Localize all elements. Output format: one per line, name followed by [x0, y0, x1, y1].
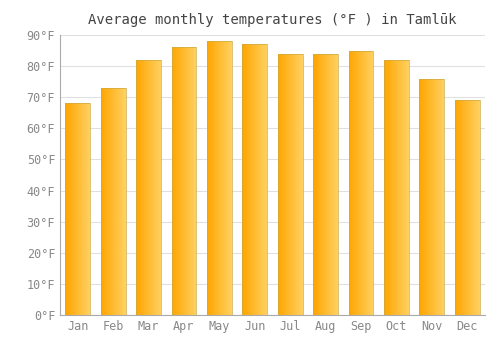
- Bar: [384, 60, 409, 315]
- Bar: [100, 88, 126, 315]
- Bar: [207, 41, 232, 315]
- Bar: [136, 60, 161, 315]
- Bar: [66, 104, 90, 315]
- Bar: [242, 44, 267, 315]
- Bar: [172, 48, 196, 315]
- Bar: [348, 50, 374, 315]
- Bar: [313, 54, 338, 315]
- Title: Average monthly temperatures (°F ) in Tamlūk: Average monthly temperatures (°F ) in Ta…: [88, 13, 457, 27]
- Bar: [420, 78, 444, 315]
- Bar: [455, 100, 479, 315]
- Bar: [278, 54, 302, 315]
